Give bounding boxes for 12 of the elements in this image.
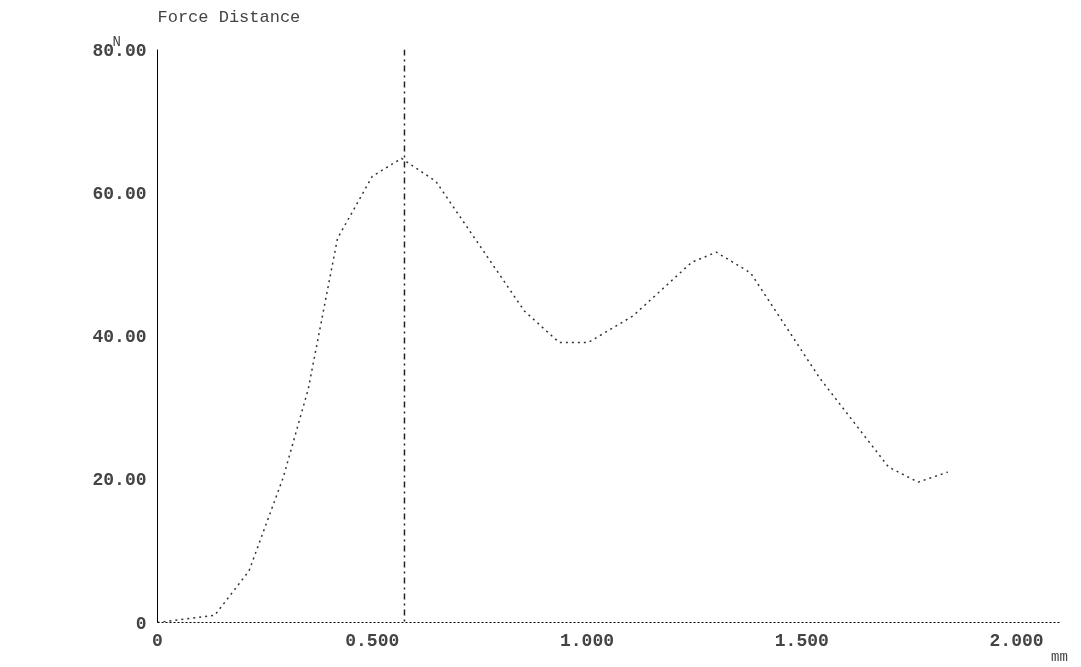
y-tick-label: 60.00: [92, 183, 147, 204]
x-tick-label: 0: [152, 630, 163, 651]
y-tick-label: 20.00: [92, 470, 147, 491]
x-tick-label: 1.500: [774, 630, 829, 651]
x-tick-label: 0.500: [345, 630, 400, 651]
x-axis-title: mm: [1051, 648, 1068, 665]
x-tick-label: 2.000: [989, 630, 1044, 651]
x-tick-label: 1.000: [560, 630, 615, 651]
chart-title: Force Distance: [157, 7, 301, 27]
y-axis-title: N: [112, 33, 121, 50]
y-tick-label: 0: [135, 613, 147, 634]
y-tick-label: 40.00: [92, 327, 147, 347]
